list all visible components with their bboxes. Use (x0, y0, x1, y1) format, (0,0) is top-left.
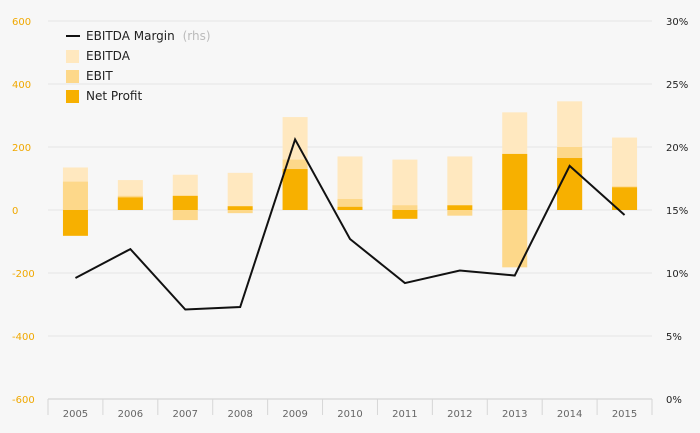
legend-label-ebitda: EBITDA (86, 49, 131, 63)
y-left-tick-label: 200 (12, 143, 31, 154)
x-tick-label: 2008 (227, 409, 252, 420)
y-left-tick-label: -400 (12, 332, 35, 343)
bar-ebit (337, 198, 363, 210)
bar-net-profit (172, 195, 198, 210)
x-tick-label: 2006 (118, 409, 143, 420)
bar-net-profit (227, 206, 253, 210)
ebitda-margin-line (74, 136, 626, 311)
bar-ebit (62, 181, 88, 210)
x-tick-label: 2014 (557, 409, 582, 420)
x-tick-label: 2005 (63, 409, 88, 420)
bar-ebit (172, 210, 198, 221)
bar-ebitda (447, 156, 473, 210)
margin-line-layer (74, 136, 626, 311)
bar-ebitda (227, 172, 253, 210)
legend: EBITDA Margin (rhs) EBITDA EBIT Net Prof… (66, 29, 211, 103)
x-tick-label: 2007 (173, 409, 198, 420)
bar-ebit (392, 205, 418, 210)
y-left-tick-label: -600 (12, 395, 35, 406)
bars (62, 101, 638, 268)
bar-ebit (447, 210, 473, 216)
legend-label-ebit: EBIT (86, 69, 113, 83)
x-tick-label: 2011 (392, 409, 417, 420)
legend-label-ebitda-margin: EBITDA Margin (rhs) (86, 29, 211, 43)
y-right-tick-label: 25% (666, 80, 688, 91)
legend-swatch-ebitda (66, 50, 79, 63)
x-tick-label: 2009 (282, 409, 307, 420)
y-left-tick-label: -200 (12, 269, 35, 280)
legend-swatch-net-profit (66, 90, 79, 103)
bar-net-profit (502, 153, 528, 210)
y-left-tick-label: 0 (12, 206, 18, 217)
y-left-tick-label: 400 (12, 80, 31, 91)
y-right-tick-label: 0% (666, 395, 682, 406)
y-right-tick-label: 30% (666, 17, 688, 28)
bar-net-profit (392, 210, 418, 219)
bar-net-profit (282, 169, 308, 210)
x-tick-label: 2015 (612, 409, 637, 420)
bar-net-profit (447, 205, 473, 210)
axes: 600 400 200 0 -200 -400 -600 30% 25% 20% 15% 10% 5% 0… (12, 17, 688, 420)
x-tick-label: 2013 (502, 409, 527, 420)
legend-swatch-ebit (66, 70, 79, 83)
bar-ebit (227, 210, 253, 214)
bar-net-profit (62, 210, 88, 236)
y-right-tick-label: 5% (666, 332, 682, 343)
bar-net-profit (337, 206, 363, 210)
y-right-tick-label: 10% (666, 269, 688, 280)
bar-net-profit (117, 197, 143, 210)
y-right-tick-label: 15% (666, 206, 688, 217)
y-right-tick-label: 20% (666, 143, 688, 154)
bar-net-profit (612, 187, 638, 210)
bar-ebitda (392, 159, 418, 210)
y-left-tick-label: 600 (12, 17, 31, 28)
legend-label-net-profit: Net Profit (86, 89, 142, 103)
x-tick-label: 2010 (337, 409, 362, 420)
x-tick-label: 2012 (447, 409, 472, 420)
